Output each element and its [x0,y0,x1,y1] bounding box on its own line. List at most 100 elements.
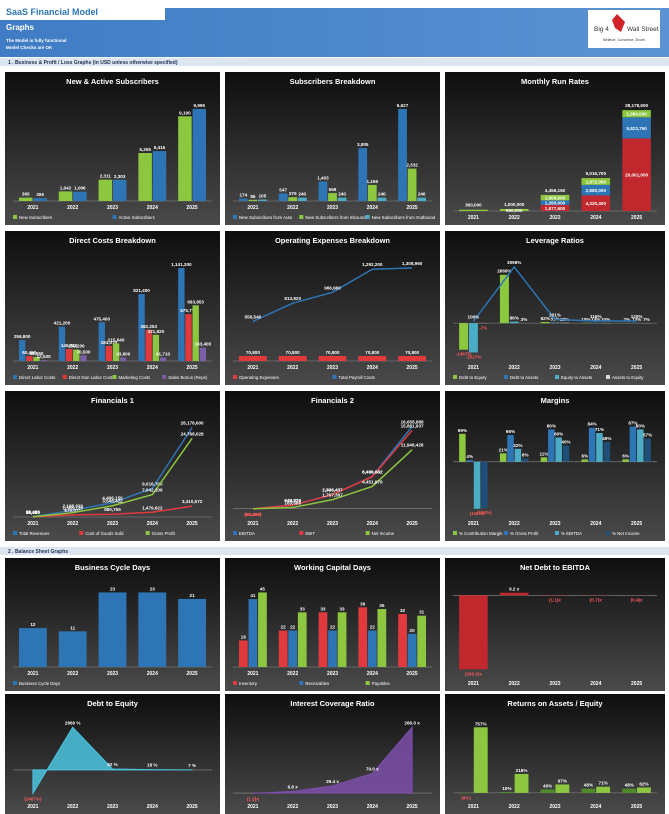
bar [33,198,47,201]
x-tick-label: 2025 [187,804,198,810]
data-label: (0.4)x [631,597,643,602]
x-tick-label: 2023 [327,365,338,371]
chart-title: Operating Expenses Breakdown [275,236,390,245]
data-label: 48% [625,783,634,788]
x-tick-label: 2021 [27,521,38,527]
data-label: 70,500 [76,349,90,354]
data-label: 57% [643,433,652,438]
x-tick-label: 2022 [67,521,78,527]
bar [398,613,407,667]
bar [318,355,347,361]
data-label: 10% [601,317,610,322]
data-label: 7 % [188,763,196,768]
data-label: 1,479,622 [142,505,163,510]
bar [622,459,629,462]
total-label: 1,000,000 [504,202,525,207]
data-label: 1,500,000 [545,196,566,201]
legend-label: Payables [372,681,391,686]
legend-swatch [233,375,237,379]
data-label: 31 [419,610,425,615]
x-tick-label: 2021 [27,365,38,371]
data-label: 421,200 [54,321,71,326]
legend-swatch [504,531,508,535]
bar [540,322,550,324]
x-tick-label: 2025 [407,521,418,527]
data-label: 2,303 [114,174,126,179]
data-label: 40% [561,440,570,445]
bar [581,178,611,185]
x-tick-label: 2024 [147,521,158,527]
bar [152,334,160,361]
chart-title: Monthly Run Rates [521,77,589,86]
bar [318,612,328,667]
bar [26,356,33,361]
bar [507,435,514,462]
bar [509,321,519,324]
data-label: 184,070 [101,340,118,345]
data-label: 23 [150,586,156,591]
data-label: 80% [547,423,556,428]
data-label: 11,948,428 [401,443,424,448]
data-label: 49% [602,436,611,441]
data-label: 40% [543,783,552,788]
bar [358,607,368,667]
x-tick-label: 2021 [468,681,479,687]
bar [199,347,207,361]
data-label: 240 [418,192,426,197]
data-label: 41 [250,593,256,598]
bar [398,355,427,361]
data-label: 4,496,150 [102,496,123,501]
section-title: 1 . Business & Profit / Loss Graphs (in … [8,60,178,66]
data-label: 62% [541,316,550,321]
data-label: 66% [506,429,515,434]
data-label: 6,459,882 [362,470,383,475]
data-label: 240 [298,192,306,197]
x-tick-label: 2025 [407,671,418,677]
bar [581,195,611,211]
area [252,725,413,794]
bar [178,598,207,667]
bar [499,592,529,596]
x-tick-label: 2021 [247,804,258,810]
data-label: 23 [110,586,116,591]
legend-swatch [299,531,304,535]
line [472,265,637,322]
data-label: 21 [190,593,196,598]
bar [540,200,570,205]
data-label: -1467% [456,352,472,357]
legend-label: Debt to Equity [459,375,487,380]
bar [499,208,529,211]
total-label: 28,178,600 [625,103,648,108]
x-tick-label: 2025 [187,205,198,211]
x-tick-label: 2024 [367,804,378,810]
data-label: 18% [581,317,590,322]
data-label: 568 [329,187,337,192]
data-label: 1,042 [60,185,72,190]
x-tick-label: 2021 [247,671,258,677]
data-label: (88,487) [244,512,262,517]
x-tick-label: 2023 [107,365,118,371]
legend-swatch [13,681,17,685]
legend-label: Equity to Assets [561,375,593,380]
data-label: 1,403 [317,176,329,181]
bar [40,359,47,361]
data-label: 22 [290,625,296,630]
bar [258,199,267,201]
chart-panel: Debt to Equity (1467%) 2669 % 62 % 18 % 7 % 20… [5,694,220,814]
bar [98,179,113,201]
x-tick-label: 2025 [407,205,418,211]
data-label: 11 [70,625,75,630]
total-label: 9,016,700 [586,171,607,176]
bar [550,322,560,324]
legend-label: Direct Non Labor Costs [69,375,115,380]
x-tick-label: 2025 [631,215,642,221]
data-label: 757% [475,721,487,726]
legend-swatch [233,215,237,219]
x-tick-label: 2025 [631,521,642,527]
data-label: (0.7)x [590,597,602,602]
bar [318,181,328,201]
x-tick-label: 2023 [549,215,560,221]
legend-label: % Net Income [612,531,640,536]
x-tick-label: 2025 [407,804,418,810]
